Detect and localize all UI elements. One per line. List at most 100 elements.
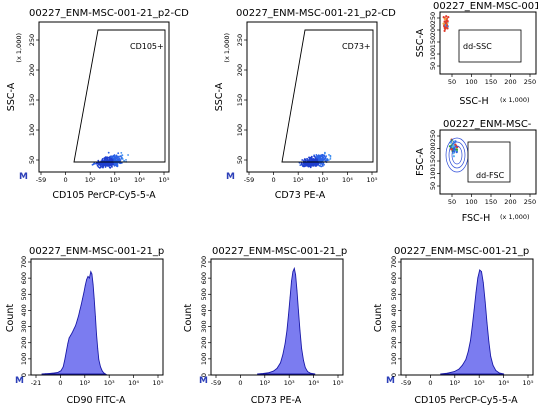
cd73-event — [320, 165, 323, 168]
cd73-event — [308, 159, 310, 161]
cd105-hist-x-tick-label: 10³ — [474, 379, 485, 387]
cd73-y-tick-label: 250 — [236, 34, 244, 46]
cd73-event — [324, 151, 326, 154]
cd90-x-tick-label: -21 — [31, 379, 42, 387]
cd105-histogram-bin — [488, 341, 490, 343]
ssc-singlet-cloud — [442, 15, 450, 32]
fsc-y-tick-label: 200 — [429, 142, 437, 154]
cd105-histogram-bin — [495, 370, 497, 371]
cd90-histogram-area — [41, 270, 108, 375]
fsc-x-tick-label: 250 — [524, 198, 536, 206]
cd90-histogram-bin — [95, 316, 96, 317]
cd73-event — [314, 165, 317, 167]
fsc-y-tick-label: 250 — [429, 130, 437, 142]
cd105-x-tick-label: 10³ — [109, 176, 120, 184]
cd73-histogram-bin — [282, 354, 284, 356]
fsc-event — [450, 148, 453, 151]
cd105-event — [101, 163, 104, 166]
cd73-hist-x-tick-label: 10⁴ — [308, 379, 319, 387]
ssc-dot-plot: 00227_ENM-MSC-001- dd-SSC SSC-A SSC-H (x… — [415, 1, 538, 107]
cd73-event — [318, 159, 320, 162]
ssc-event — [446, 24, 449, 27]
cd73-event — [311, 163, 313, 165]
cd73-event — [306, 159, 309, 162]
cd90-histogram-bin — [57, 372, 59, 373]
cd73-histogram-bin — [289, 296, 291, 298]
cd105-event — [107, 162, 109, 165]
cd73-event — [318, 157, 321, 160]
ssc-x-tick-label: 50 — [448, 78, 456, 86]
cd73-x-tick-label: 10² — [293, 176, 304, 184]
cd105-histogram-bin — [470, 340, 471, 341]
cd105-event — [111, 159, 114, 161]
cd90-histogram-bin — [54, 372, 55, 374]
cd90-histogram-bin — [60, 370, 62, 372]
cd105-positive-gate — [73, 29, 166, 163]
ssc-event — [445, 15, 448, 18]
cd73-hist-x-tick-label: 10⁵ — [333, 379, 344, 387]
cd90-y-tick-label: 500 — [20, 288, 28, 300]
cd90-histogram-bin — [92, 284, 94, 285]
ssc-dot-plot-frame — [439, 11, 537, 75]
cd105-histogram-bin — [467, 351, 469, 352]
ssc-x-tick-label: 150 — [485, 78, 497, 86]
cd73-event — [310, 156, 312, 159]
cd73-histogram-title: 00227_ENM-MSC-001-21_p — [212, 246, 347, 257]
cd73-histogram-bin — [304, 367, 306, 368]
cd105-event — [101, 158, 104, 161]
cd73-histogram-bin — [280, 362, 281, 364]
cd90-x-tick-label: 0 — [58, 379, 62, 387]
cd90-histogram-bin — [62, 366, 64, 368]
fsc-singlet-cloud — [445, 137, 469, 173]
cd90-histogram-bin — [87, 276, 89, 277]
ssc-x-tick-label: 100 — [465, 78, 477, 86]
cd73-x-tick-label: 10⁵ — [367, 176, 378, 184]
cd105-event — [117, 152, 120, 155]
cd73-event — [315, 163, 318, 166]
cd105-event — [91, 163, 94, 166]
fsc-event — [451, 145, 454, 148]
cd73-event — [322, 156, 325, 159]
cd73-event — [328, 154, 330, 156]
cd73-x-tick-label: 0 — [272, 176, 276, 184]
cd73-histogram-bin — [298, 309, 299, 311]
cd73-histogram-bin — [286, 330, 288, 332]
cd73-x-tick-label: -59 — [244, 176, 255, 184]
cd105-event — [107, 151, 110, 154]
ssc-event — [443, 20, 446, 23]
fsc-dot-plot-title: 00227_ENM-MSC- — [443, 119, 532, 130]
cd90-histogram-bin — [70, 335, 71, 336]
cd105-event — [104, 156, 107, 159]
fsc-event — [454, 143, 457, 146]
cd73-event — [323, 163, 325, 166]
cd90-y-tick-label: 200 — [20, 337, 28, 349]
cd73-histogram-bin — [296, 290, 298, 292]
cd105-histogram-bin — [447, 372, 448, 374]
cd73-x-tick-label: 10⁴ — [342, 176, 353, 184]
cd73-histogram-bin — [276, 368, 278, 369]
cd73-histogram-bin — [295, 274, 296, 276]
cd73-event — [329, 158, 332, 160]
cd73-y-multiplier: (x 1,000) — [223, 33, 231, 63]
cd105-event — [120, 152, 123, 154]
cd73-event — [303, 162, 306, 165]
cd90-histogram-bin — [41, 373, 43, 375]
cd73-event — [299, 164, 302, 167]
cd90-histogram-bin — [96, 333, 97, 335]
cd105-hist-y-tick-label: 600 — [390, 272, 398, 284]
cd90-histogram-bin — [76, 322, 77, 324]
cd105-histogram-bin — [503, 373, 505, 375]
cd73-gate-label: CD73+ — [342, 42, 371, 51]
cd105-histogram-bin — [498, 372, 500, 374]
cd90-y-tick-label: 300 — [20, 320, 28, 332]
cd73-hist-y-tick-label: 300 — [200, 320, 208, 332]
cd105-histogram-bin — [486, 322, 488, 324]
cd105-event — [115, 155, 117, 158]
cd105-event — [123, 159, 125, 162]
cd105-event — [98, 163, 100, 166]
fsc-y-label: FSC-A — [415, 148, 426, 176]
cd90-histogram-bin — [83, 292, 85, 293]
cd105-x-tick-label: -59 — [36, 176, 47, 184]
cd105-histogram-area — [440, 269, 504, 375]
cd90-x-tick-label: 10⁴ — [128, 379, 139, 387]
